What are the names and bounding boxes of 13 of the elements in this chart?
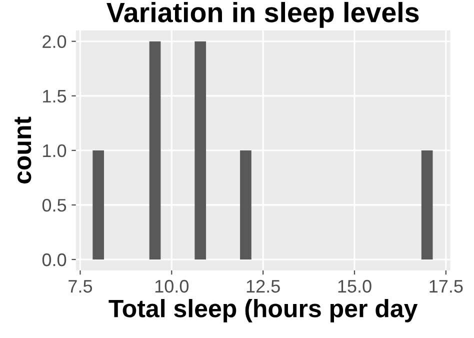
- chart-title: Variation in sleep levels: [106, 2, 419, 28]
- x-tick-label: 7.5: [68, 280, 92, 293]
- x-tick-label: 17.5: [430, 280, 463, 293]
- x-tick-label: 12.5: [246, 280, 280, 293]
- y-tick-label: 0.0: [42, 253, 66, 266]
- y-tick-label: 1.5: [43, 90, 66, 103]
- y-axis-title: count: [14, 116, 32, 184]
- y-tick-label: 2.0: [42, 35, 66, 48]
- y-tick-label: 1.0: [43, 144, 66, 158]
- x-axis-title: Total sleep (hours per day: [108, 299, 418, 322]
- y-tick-label: 0.5: [42, 198, 66, 212]
- x-tick-label: 10.0: [155, 280, 189, 293]
- x-tick-label: 15.0: [338, 280, 372, 293]
